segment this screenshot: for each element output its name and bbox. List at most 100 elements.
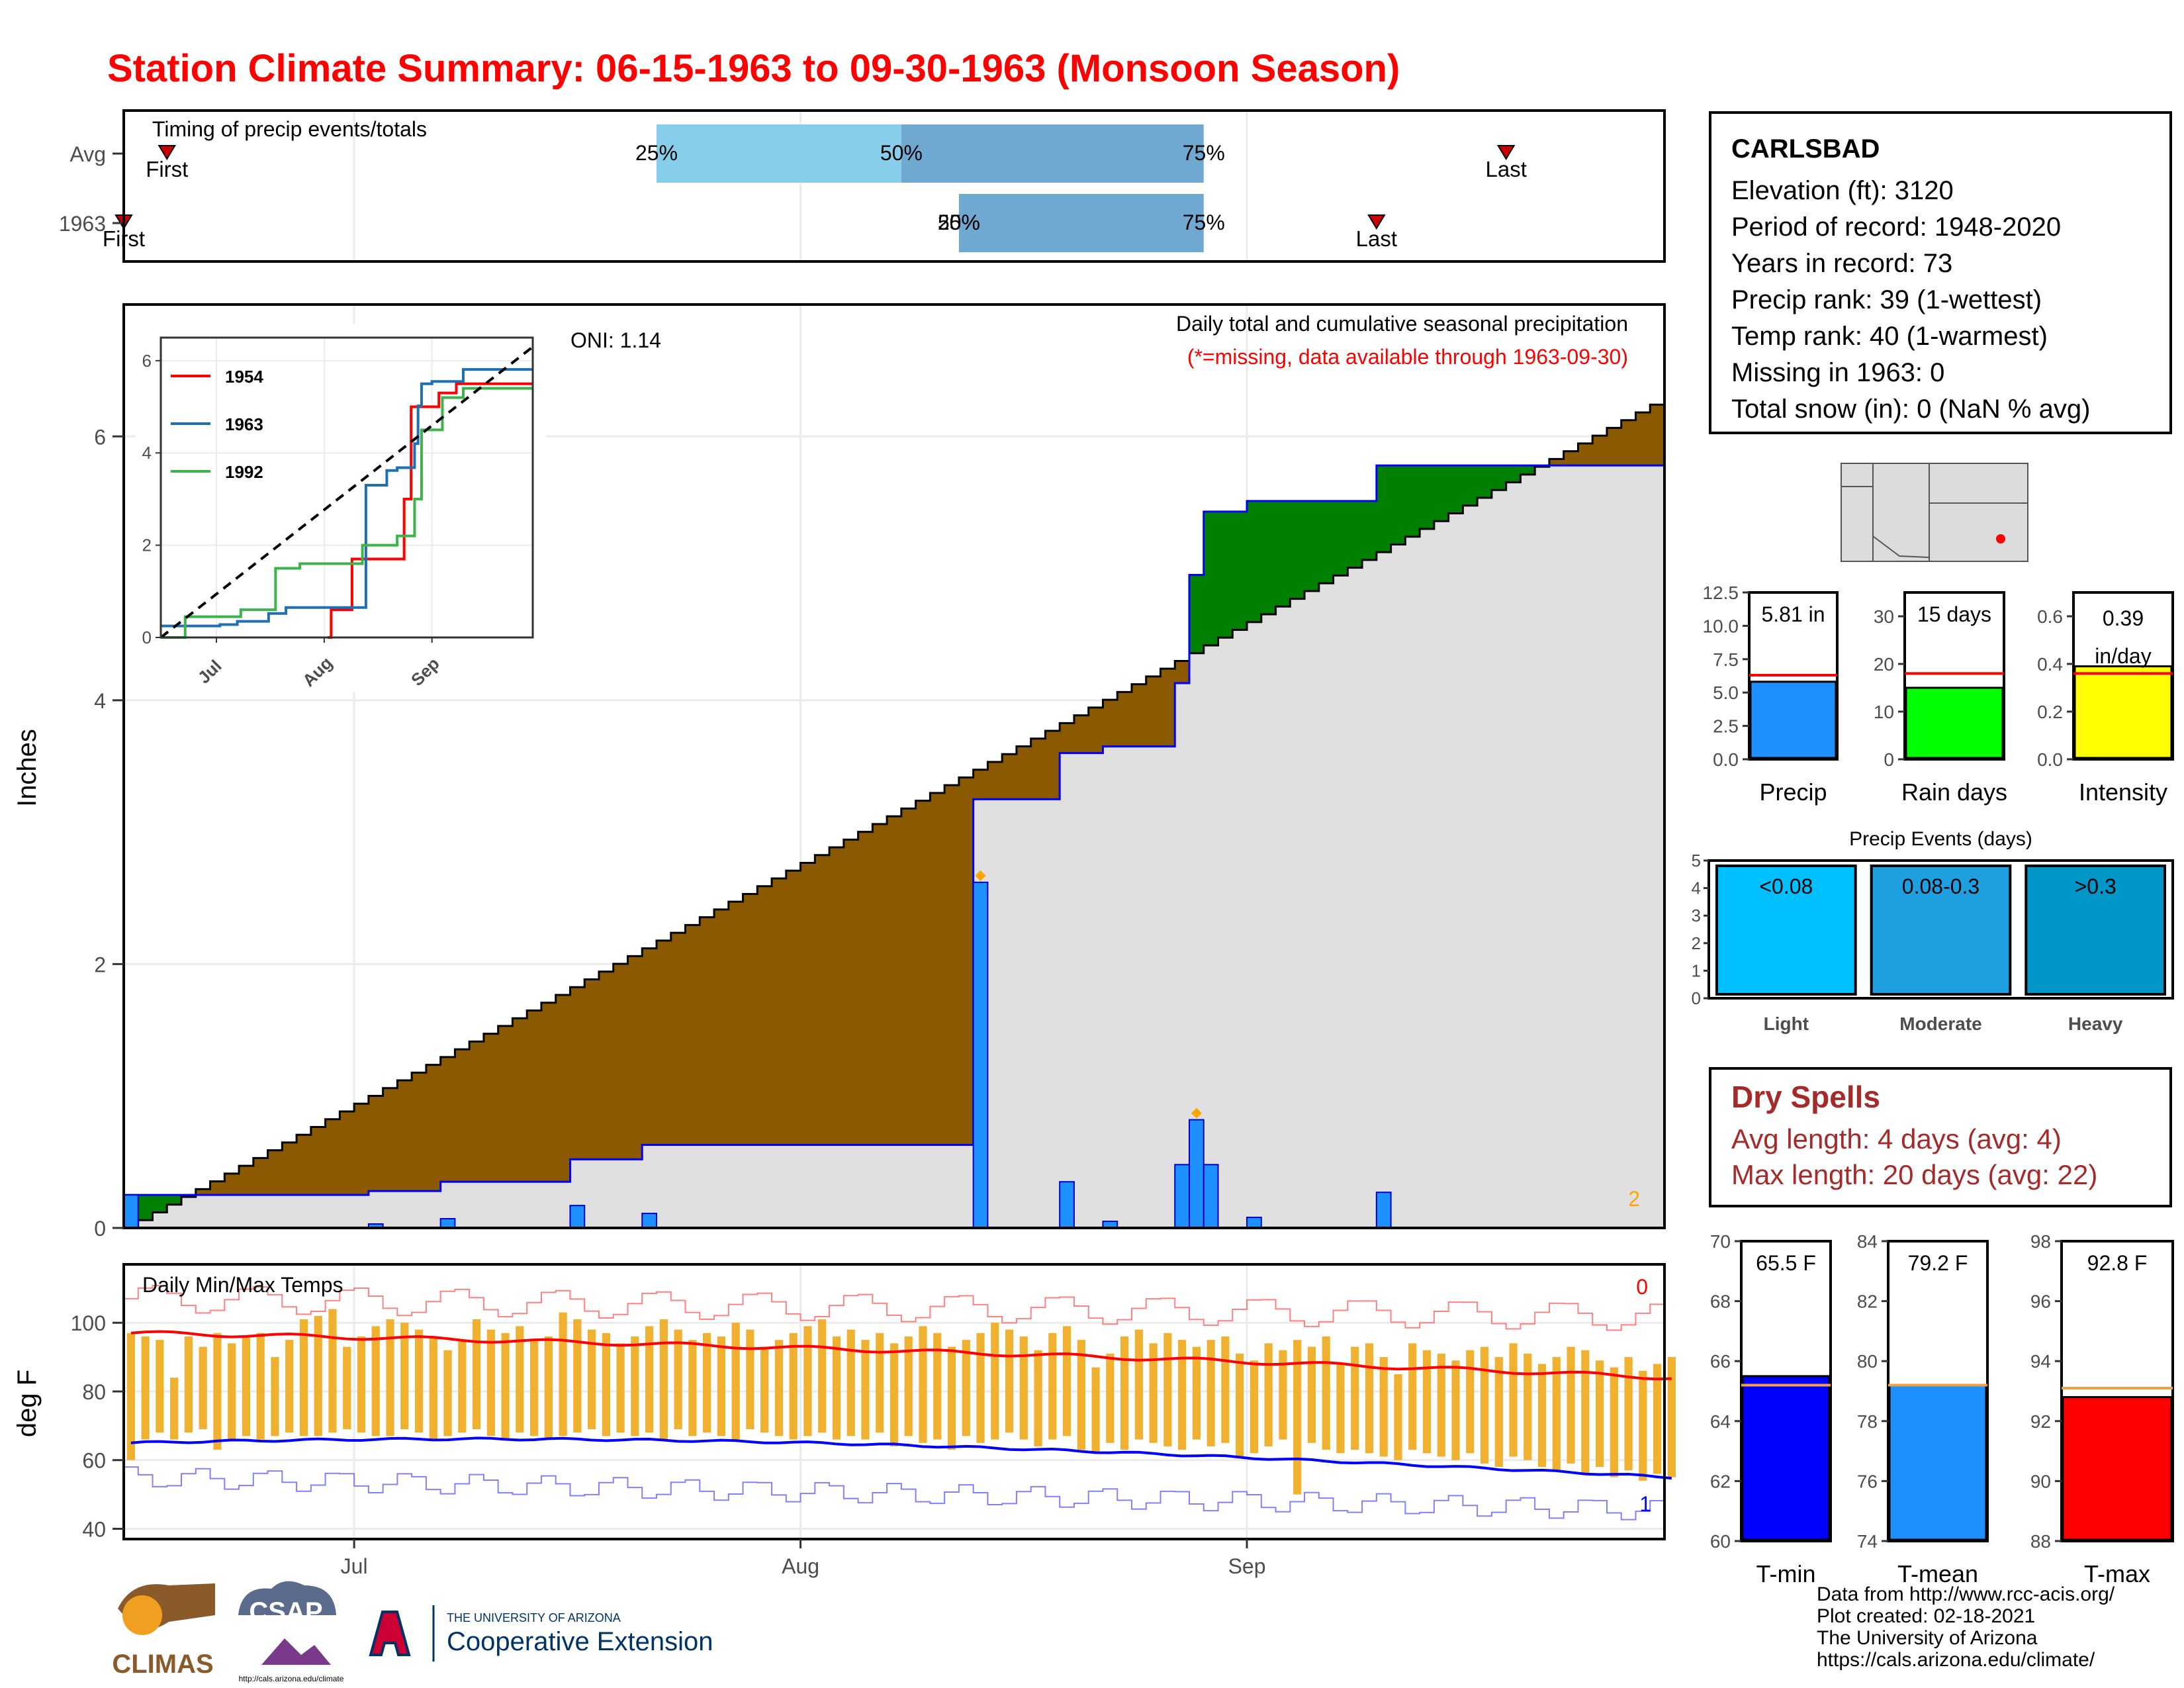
temps-daily-bar <box>962 1340 970 1436</box>
temps-daily-bar <box>1610 1367 1618 1477</box>
temps-daily-bar <box>1192 1346 1201 1440</box>
precip-panel-frame <box>122 303 1666 1229</box>
temps-daily-bar <box>429 1336 437 1440</box>
climas-logo-text: CLIMAS <box>112 1650 213 1679</box>
temps-daily-bar <box>717 1336 726 1436</box>
temps-corner-top: 0 <box>1636 1275 1648 1299</box>
csap-logo-url: http://cals.arizona.edu/climate <box>239 1674 344 1683</box>
tmean-box-y-tick-label: 76 <box>1857 1471 1878 1491</box>
temps-daily-bar <box>1279 1350 1287 1440</box>
temps-daily-bar <box>1221 1336 1230 1443</box>
temps-daily-bar <box>299 1319 308 1436</box>
temps-daily-bar <box>314 1315 322 1436</box>
temps-daily-bar <box>631 1336 639 1436</box>
temps-daily-bar <box>803 1326 812 1436</box>
events-bar <box>1715 865 1857 996</box>
temps-daily-bar <box>371 1326 380 1436</box>
station-location-dot <box>1996 534 2005 543</box>
precip-surplus-area <box>124 397 1664 1228</box>
events-bar <box>1870 865 2012 996</box>
timing-avg-last-marker <box>1496 145 1516 160</box>
temps-daily-bar <box>242 1336 251 1436</box>
timing-panel-frame <box>122 109 1666 263</box>
station-name: CARLSBAD <box>1731 134 1880 164</box>
events-y-tick-label: 0 <box>1692 988 1701 1008</box>
temps-daily-bar <box>458 1340 467 1433</box>
precip-avg-cumulative-line <box>124 397 1666 1229</box>
events-category-label: Moderate <box>1899 1013 1981 1034</box>
temps-daily-bar <box>472 1319 481 1429</box>
timing-avg-bar-50-75 <box>901 124 1204 183</box>
mini-intensity-y-tick-label: 0.6 <box>2037 606 2063 627</box>
timing-avg-first-label: First <box>146 157 188 181</box>
temps-daily-bar <box>1106 1353 1115 1443</box>
events-bar-label: 0.08-0.3 <box>1902 874 1979 898</box>
temps-daily-bar <box>516 1326 524 1433</box>
tmin-box-bar <box>1741 1375 1831 1541</box>
temps-daily-bar <box>861 1340 870 1440</box>
station-years: Years in record: 73 <box>1731 249 1953 278</box>
temps-daily-bar <box>141 1336 150 1440</box>
tmin-box-y-tick-label: 62 <box>1710 1471 1731 1491</box>
mini-intensity-y-tick-label: 0.4 <box>2037 654 2063 675</box>
mini-precip-y-tick-label: 0.0 <box>1713 749 1739 770</box>
temps-daily-bar <box>846 1329 855 1436</box>
inset-y-tick-label: 4 <box>142 443 152 463</box>
station-elevation: Elevation (ft): 3120 <box>1731 176 1954 205</box>
temps-y-tick-label: 80 <box>82 1380 106 1404</box>
ua-logo-line1: THE UNIVERSITY OF ARIZONA <box>447 1611 621 1624</box>
tmin-box-y-tick-label: 68 <box>1710 1291 1731 1312</box>
temps-daily-bar <box>1336 1364 1345 1454</box>
timing-1963-bar-50-75 <box>958 194 1204 252</box>
temps-daily-bar <box>760 1346 769 1433</box>
temps-daily-bar <box>832 1336 841 1440</box>
page-title: Station Climate Summary: 06-15-1963 to 0… <box>107 47 1400 90</box>
tmax-box-category-label: T-max <box>2084 1560 2150 1587</box>
temps-daily-bar <box>933 1333 942 1440</box>
map-thumbnail <box>1841 463 2028 562</box>
mini-precip-y-tick-label: 7.5 <box>1713 649 1739 670</box>
temps-daily-bar <box>688 1340 697 1436</box>
dry-spells-panel: Dry Spells Avg length: 4 days (avg: 4) M… <box>1709 1067 2172 1207</box>
dry-spells-avg: Avg length: 4 days (avg: 4) <box>1731 1123 2062 1154</box>
temps-daily-bar <box>1581 1350 1590 1474</box>
precip-observed-cumulative-line <box>124 464 1664 1196</box>
timing-avg-first-marker <box>158 145 177 160</box>
tmax-box-y-tick-label: 90 <box>2030 1471 2051 1491</box>
mini-precip-category-label: Precip <box>1759 778 1827 806</box>
temps-daily-bar <box>1236 1353 1244 1457</box>
precip-y-tick-label: 2 <box>94 953 106 976</box>
temps-corner-bottom: 1 <box>1639 1492 1651 1516</box>
temps-daily-bar <box>1351 1346 1359 1450</box>
tmean-box-category-label: T-mean <box>1897 1560 1978 1587</box>
temps-daily-bar <box>1624 1357 1633 1471</box>
timing-title: Timing of precip events/totals <box>152 117 427 141</box>
temps-daily-bar <box>588 1329 596 1429</box>
mini-raindays-value-label: 15 days <box>1917 602 1991 626</box>
mini-intensity-y-tick-label: 0.2 <box>2037 702 2063 722</box>
temps-daily-bar <box>674 1329 682 1429</box>
inset-y-tick-label: 6 <box>142 351 152 371</box>
inset-y-tick-label: 0 <box>142 628 152 647</box>
inset-line-1963 <box>161 368 533 628</box>
temps-x-tick-label: Sep <box>1228 1554 1266 1578</box>
temps-daily-bar <box>919 1326 927 1443</box>
temps-daily-bar <box>573 1319 582 1433</box>
temps-daily-bar <box>184 1336 193 1433</box>
csap-logo-text: CSAP <box>249 1597 322 1626</box>
temps-daily-bar <box>228 1343 236 1440</box>
tmean-box-y-tick-label: 74 <box>1857 1531 1878 1552</box>
map-border-line <box>1872 536 1930 558</box>
temps-daily-bar <box>774 1340 784 1436</box>
inset-legend-label: 1963 <box>225 414 263 434</box>
temps-daily-bar <box>645 1326 654 1433</box>
timing-avg-label-75: 75% <box>1183 141 1225 165</box>
credit-line: https://cals.arizona.edu/climate/ <box>1817 1649 2095 1671</box>
precip-daily-bar <box>1189 1119 1205 1229</box>
temps-daily-bar <box>1178 1340 1187 1450</box>
temps-x-tick-label: Aug <box>782 1554 819 1578</box>
temps-daily-bar <box>1120 1336 1129 1450</box>
dry-spells-title: Dry Spells <box>1731 1080 1880 1114</box>
precip-daily-bar <box>641 1213 658 1229</box>
credits: Data from http://www.rcc-acis.org/ Plot … <box>1817 1583 2115 1671</box>
